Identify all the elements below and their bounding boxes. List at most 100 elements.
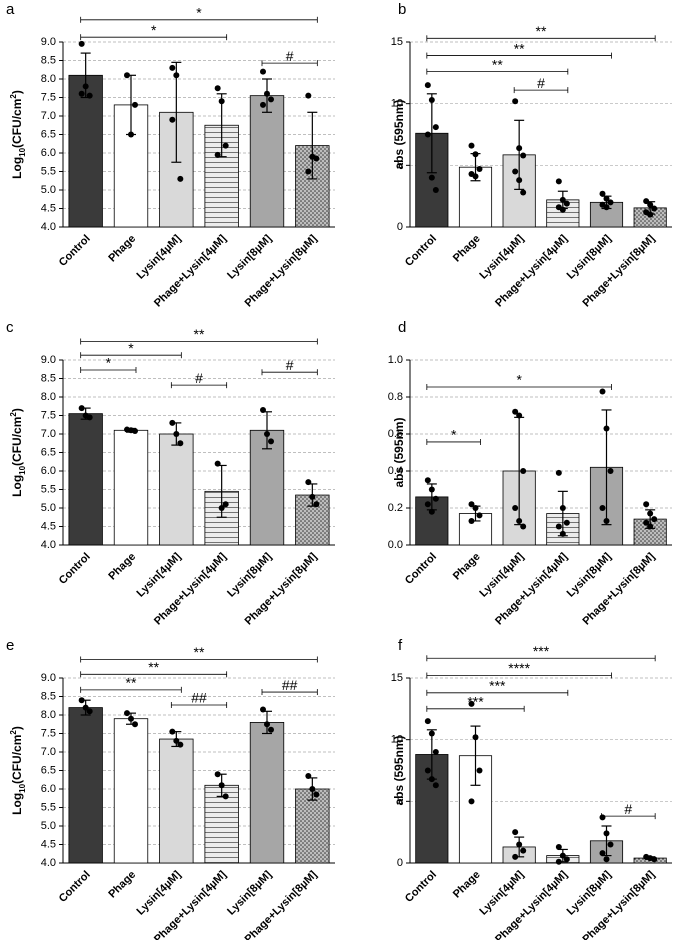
bar bbox=[159, 433, 194, 546]
data-point bbox=[559, 206, 566, 213]
significance-label: * bbox=[106, 355, 112, 371]
data-point bbox=[512, 505, 519, 511]
x-tick-label: Phage+Lysin[4µM] bbox=[493, 868, 570, 940]
y-axis-label-part: Log bbox=[10, 793, 24, 815]
data-point bbox=[468, 142, 475, 149]
significance-label: ** bbox=[194, 644, 205, 660]
data-point bbox=[173, 431, 180, 437]
significance-label: * bbox=[196, 5, 202, 21]
x-tick-label: Phage bbox=[451, 233, 483, 265]
data-point bbox=[555, 523, 562, 530]
data-point bbox=[424, 131, 431, 138]
data-point bbox=[559, 505, 566, 511]
data-point bbox=[260, 68, 266, 75]
data-point bbox=[476, 767, 483, 774]
bar bbox=[249, 429, 285, 546]
significance-label: # bbox=[624, 801, 632, 817]
x-tick-label: Lysin[4µM] bbox=[135, 550, 184, 599]
data-point bbox=[305, 92, 312, 99]
y-axis-label: Log10(CFU/cm2) bbox=[9, 90, 27, 179]
data-point bbox=[472, 173, 479, 180]
panel-label: e bbox=[6, 637, 14, 654]
data-point bbox=[603, 425, 610, 432]
data-point bbox=[128, 715, 134, 722]
y-tick-label: 0.6 bbox=[388, 428, 403, 440]
data-point bbox=[563, 200, 570, 207]
x-tick-label: Phage+Lysin[4µM] bbox=[493, 550, 570, 627]
x-tick-label: Control bbox=[403, 869, 439, 905]
y-tick-label: 15 bbox=[391, 36, 403, 48]
data-point bbox=[472, 734, 479, 741]
data-point bbox=[177, 741, 184, 748]
y-tick-label: 4.0 bbox=[41, 221, 56, 233]
x-tick-label: Phage bbox=[451, 869, 483, 901]
data-point bbox=[86, 414, 93, 421]
significance-label: *** bbox=[467, 694, 484, 710]
data-point bbox=[516, 145, 523, 152]
y-axis-label-part: 10 bbox=[18, 783, 27, 792]
data-point bbox=[177, 440, 184, 447]
x-tick-label: Control bbox=[57, 233, 93, 269]
data-point bbox=[432, 495, 439, 502]
y-tick-label: 8.5 bbox=[41, 54, 56, 66]
y-tick-label: 10 bbox=[391, 734, 403, 746]
y-tick-label: 4.5 bbox=[41, 202, 56, 214]
data-point bbox=[432, 749, 439, 755]
y-axis-label: abs (595nm) bbox=[392, 417, 406, 487]
data-point bbox=[260, 406, 266, 413]
data-point bbox=[432, 124, 439, 131]
data-point bbox=[472, 505, 479, 511]
y-tick-label: 5 bbox=[397, 159, 403, 171]
y-tick-label: 10 bbox=[391, 98, 403, 110]
bar bbox=[295, 788, 330, 864]
panel-label: a bbox=[6, 1, 15, 18]
y-tick-label: 7.0 bbox=[41, 746, 56, 758]
x-tick-label: Phage bbox=[451, 551, 483, 583]
y-axis-label-part: 10 bbox=[18, 147, 27, 156]
data-point bbox=[599, 505, 606, 511]
bar bbox=[159, 738, 194, 864]
data-point bbox=[313, 501, 320, 508]
data-point bbox=[428, 730, 435, 737]
data-point bbox=[268, 96, 274, 103]
significance-label: ** bbox=[536, 23, 547, 39]
data-point bbox=[78, 697, 85, 704]
x-tick-label: Phage+Lysin[8µM] bbox=[580, 868, 657, 940]
significance-label: * bbox=[451, 427, 457, 443]
data-point bbox=[305, 773, 312, 780]
x-tick-label: Control bbox=[57, 551, 93, 587]
data-point bbox=[468, 517, 475, 524]
y-tick-label: 8.0 bbox=[41, 391, 56, 403]
data-point bbox=[218, 505, 225, 511]
significance-label: **** bbox=[508, 660, 530, 676]
data-point bbox=[305, 168, 312, 175]
data-point bbox=[432, 187, 439, 193]
y-tick-label: 6.5 bbox=[41, 128, 56, 140]
significance-label: *** bbox=[533, 643, 550, 659]
data-point bbox=[599, 190, 606, 197]
data-point bbox=[309, 493, 316, 500]
y-axis-label-part: abs (595nm) bbox=[392, 99, 406, 169]
significance-label: ** bbox=[148, 659, 159, 675]
data-point bbox=[468, 798, 475, 805]
data-point bbox=[555, 843, 562, 850]
x-tick-label: Phage+Lysin[4µM] bbox=[493, 232, 570, 309]
y-tick-label: 6.0 bbox=[41, 465, 56, 477]
y-axis-label-part: abs (595nm) bbox=[392, 417, 406, 487]
data-point bbox=[643, 501, 650, 508]
x-tick-label: Lysin[8µM] bbox=[225, 868, 274, 917]
data-point bbox=[264, 90, 270, 97]
data-point bbox=[264, 431, 270, 437]
y-axis-label-part: (CFU/cm bbox=[10, 99, 24, 148]
y-tick-label: 6.5 bbox=[41, 764, 56, 776]
panel-label: b bbox=[398, 1, 406, 18]
significance-label: # bbox=[537, 75, 545, 91]
x-tick-label: Phage+Lysin[8µM] bbox=[580, 232, 657, 309]
significance-label: # bbox=[286, 357, 294, 373]
y-tick-label: 7.5 bbox=[41, 409, 56, 421]
y-tick-label: 0 bbox=[397, 857, 403, 869]
y-axis-label-part: 2 bbox=[9, 730, 18, 735]
data-point bbox=[428, 96, 435, 103]
data-point bbox=[603, 204, 610, 211]
